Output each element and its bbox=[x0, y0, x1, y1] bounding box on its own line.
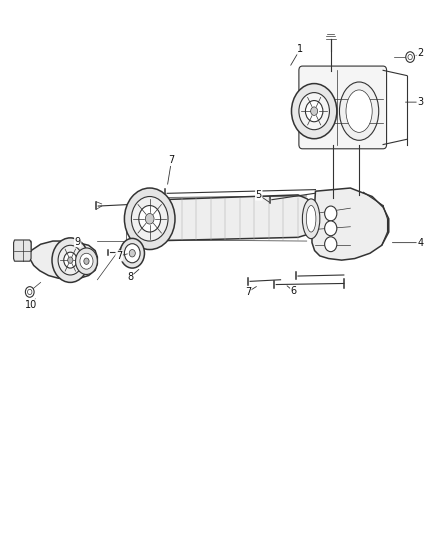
Circle shape bbox=[405, 52, 413, 62]
Circle shape bbox=[324, 206, 336, 221]
Text: 7: 7 bbox=[168, 156, 174, 165]
Polygon shape bbox=[14, 240, 31, 261]
Circle shape bbox=[25, 287, 34, 297]
Text: 7: 7 bbox=[244, 287, 251, 297]
Circle shape bbox=[80, 253, 93, 269]
Circle shape bbox=[64, 252, 77, 268]
Circle shape bbox=[407, 54, 411, 60]
Text: 8: 8 bbox=[127, 272, 133, 282]
Circle shape bbox=[324, 237, 336, 252]
Circle shape bbox=[291, 84, 336, 139]
Ellipse shape bbox=[306, 206, 315, 232]
Ellipse shape bbox=[339, 82, 378, 140]
Text: 5: 5 bbox=[255, 190, 261, 200]
Text: 10: 10 bbox=[25, 300, 37, 310]
Text: 3: 3 bbox=[416, 97, 422, 107]
Circle shape bbox=[310, 107, 317, 115]
Polygon shape bbox=[313, 70, 365, 103]
Circle shape bbox=[131, 197, 168, 241]
Circle shape bbox=[138, 206, 160, 232]
Circle shape bbox=[324, 221, 336, 236]
Circle shape bbox=[58, 245, 82, 275]
Circle shape bbox=[124, 188, 175, 249]
Polygon shape bbox=[15, 241, 31, 253]
Text: 7: 7 bbox=[116, 251, 122, 261]
Polygon shape bbox=[136, 195, 317, 241]
Circle shape bbox=[298, 93, 328, 130]
Circle shape bbox=[67, 257, 73, 263]
Ellipse shape bbox=[345, 90, 371, 132]
Circle shape bbox=[120, 238, 144, 268]
Ellipse shape bbox=[302, 199, 319, 239]
Text: 6: 6 bbox=[290, 286, 296, 296]
Circle shape bbox=[84, 258, 89, 264]
Circle shape bbox=[145, 214, 154, 224]
Circle shape bbox=[124, 244, 140, 263]
Polygon shape bbox=[30, 241, 97, 280]
Circle shape bbox=[305, 101, 322, 122]
Polygon shape bbox=[311, 188, 388, 260]
Circle shape bbox=[129, 249, 135, 257]
FancyBboxPatch shape bbox=[298, 66, 386, 149]
Text: 4: 4 bbox=[416, 238, 422, 248]
Circle shape bbox=[28, 289, 32, 295]
Circle shape bbox=[52, 238, 88, 282]
Text: 1: 1 bbox=[297, 44, 303, 54]
Text: 2: 2 bbox=[416, 49, 422, 58]
Text: 9: 9 bbox=[74, 237, 81, 247]
Circle shape bbox=[75, 248, 97, 274]
